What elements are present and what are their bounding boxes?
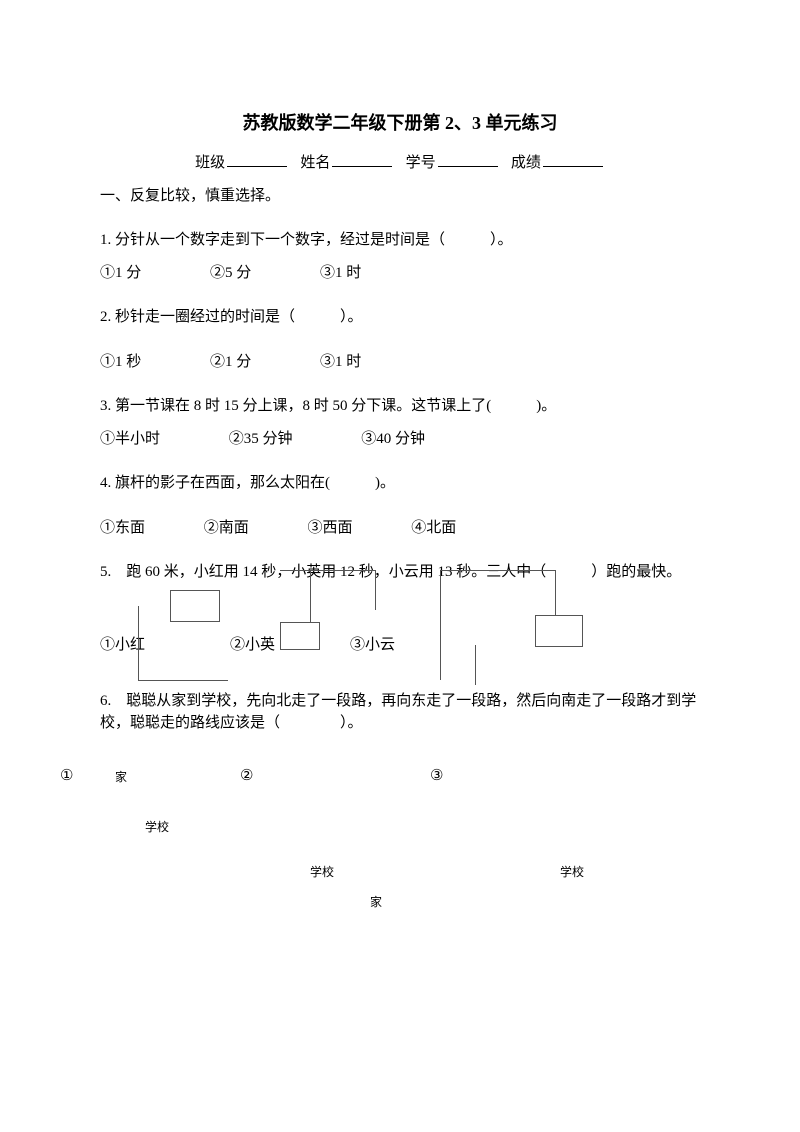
q5-box-3: [535, 615, 583, 647]
q5-box-2: [280, 622, 320, 650]
q6-d1-home: 家: [115, 768, 127, 786]
question-2-options: ①1 秒 ②1 分 ③1 时: [100, 351, 700, 374]
q1-opt2: ②5 分: [210, 262, 251, 285]
q3-opt1: ①半小时: [100, 428, 160, 451]
q1-opt1: ①1 分: [100, 262, 141, 285]
question-6: 6. 聪聪从家到学校，先向北走了一段路，再向东走了一段路，然后向南走了一段路才到…: [100, 690, 700, 735]
name-label: 姓名: [300, 155, 330, 171]
q3-opt3: ③40 分钟: [361, 428, 425, 451]
number-label: 学号: [406, 155, 436, 171]
class-blank: [227, 166, 287, 167]
q5-line-3d: [475, 645, 476, 685]
q3-opt2: ②35 分钟: [229, 428, 293, 451]
q5-box-1: [170, 590, 220, 622]
page-title: 苏教版数学二年级下册第 2、3 单元练习: [100, 110, 700, 137]
question-4-options: ①东面 ②南面 ③西面 ④北面: [100, 517, 700, 540]
question-2: 2. 秒针走一圈经过的时间是（ ）。: [100, 306, 700, 329]
q5-opt3: ③小云: [350, 634, 395, 657]
q5-line-2b: [280, 570, 375, 571]
question-4: 4. 旗杆的影子在西面，那么太阳在( )。: [100, 472, 700, 495]
question-5-diagram: ①小红 ②小英 ③小云: [100, 590, 700, 690]
q5-line-3b: [440, 570, 555, 571]
q2-opt3: ③1 时: [320, 351, 361, 374]
q6-d1-school: 学校: [145, 818, 169, 836]
score-label: 成绩: [511, 155, 541, 171]
student-info-line: 班级 姓名 学号 成绩: [100, 152, 700, 175]
q4-opt2: ②南面: [204, 517, 249, 540]
q6-d2-school: 学校: [310, 863, 334, 881]
section-1-title: 一、反复比较，慎重选择。: [100, 185, 700, 208]
question-5: 5. 跑 60 米，小红用 14 秒，小英用 12 秒，小云用 13 秒。三人中…: [100, 561, 700, 584]
q4-opt4: ④北面: [411, 517, 456, 540]
q4-opt3: ③西面: [308, 517, 353, 540]
q4-opt1: ①东面: [100, 517, 145, 540]
number-blank: [438, 166, 498, 167]
question-6-diagram: ① ② ③ 家 学校 学校 家 学校: [60, 743, 700, 923]
question-3: 3. 第一节课在 8 时 15 分上课，8 时 50 分下课。这节课上了( )。: [100, 395, 700, 418]
q1-opt3: ③1 时: [320, 262, 361, 285]
question-1-options: ①1 分 ②5 分 ③1 时: [100, 262, 700, 285]
q2-opt2: ②1 分: [210, 351, 251, 374]
question-1: 1. 分针从一个数字走到下一个数字，经过是时间是（ ）。: [100, 229, 700, 252]
q6-d3-school: 学校: [560, 863, 584, 881]
q5-line-3c: [555, 570, 556, 615]
q6-d2-home: 家: [370, 893, 382, 911]
score-blank: [543, 166, 603, 167]
q5-line-2c: [375, 570, 376, 610]
q5-line-1a: [138, 606, 139, 681]
q5-opt2: ②小英: [230, 634, 275, 657]
q5-line-1b: [138, 680, 228, 681]
q5-line-3a: [440, 570, 441, 680]
q2-opt1: ①1 秒: [100, 351, 141, 374]
question-3-options: ①半小时 ②35 分钟 ③40 分钟: [100, 428, 700, 451]
class-label: 班级: [195, 155, 225, 171]
q6-opt1: ①: [60, 765, 73, 788]
q6-opt3: ③: [430, 765, 443, 788]
q6-opt2: ②: [240, 765, 253, 788]
name-blank: [332, 166, 392, 167]
